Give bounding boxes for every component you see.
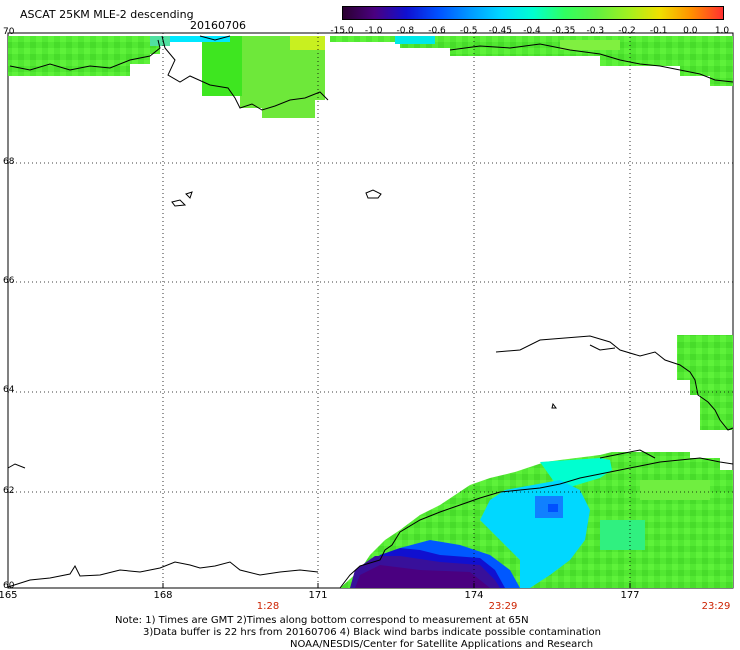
color-scale-label: -1.0: [364, 26, 383, 36]
color-scale-label: 1.0: [714, 26, 730, 36]
coastline: [7, 35, 734, 589]
product-title: ASCAT 25KM MLE-2 descending: [20, 8, 194, 21]
time-label-2: 23:29: [488, 601, 518, 612]
lat-label-62: 62: [3, 486, 15, 496]
axis-ticks: [162, 583, 631, 588]
lat-label-64: 64: [3, 385, 15, 395]
time-label-1: 1:28: [256, 601, 280, 612]
color-scale-label: 0.0: [683, 26, 698, 36]
lon-label-177: 177: [620, 590, 640, 601]
time-label-3: 23:29: [701, 601, 731, 612]
lat-label-68: 68: [3, 157, 15, 167]
lat-label-60: 60: [3, 581, 15, 591]
color-scale-label: -0.8: [396, 26, 415, 36]
color-scale-gradient: [343, 7, 723, 19]
color-scale-label: -0.3: [586, 26, 605, 36]
swath-bottom: [340, 452, 733, 588]
color-scale-bar: [342, 6, 724, 20]
graticule: [8, 33, 733, 588]
lon-label-165: 165: [0, 590, 18, 601]
lon-label-168: 168: [153, 590, 173, 601]
note-line-2: 3)Data buffer is 22 hrs from 20160706 4)…: [143, 627, 601, 638]
color-scale-label: -0.1: [649, 26, 668, 36]
swath-right-middle: [677, 335, 733, 430]
note-line-1: Note: 1) Times are GMT 2)Times along bot…: [115, 615, 529, 626]
lon-label-171: 171: [308, 590, 328, 601]
color-scale-label: -0.2: [618, 26, 636, 36]
swath-top-left: [8, 36, 325, 118]
color-scale-label: -0.35: [552, 26, 576, 36]
swath-top-right: [330, 36, 733, 86]
lon-label-174: 174: [464, 590, 484, 601]
color-scale-label: -0.45: [488, 26, 512, 36]
product-date: 20160706: [190, 19, 246, 32]
color-scale-label: -0.4: [523, 26, 541, 36]
color-scale-label: -0.5: [459, 26, 478, 36]
lat-label-70: 70: [3, 27, 15, 37]
color-scale-label: -0.6: [428, 26, 446, 36]
note-line-3: NOAA/NESDIS/Center for Satellite Applica…: [290, 639, 594, 650]
color-scale-label: -15.0: [330, 26, 354, 36]
lat-label-66: 66: [3, 276, 15, 286]
